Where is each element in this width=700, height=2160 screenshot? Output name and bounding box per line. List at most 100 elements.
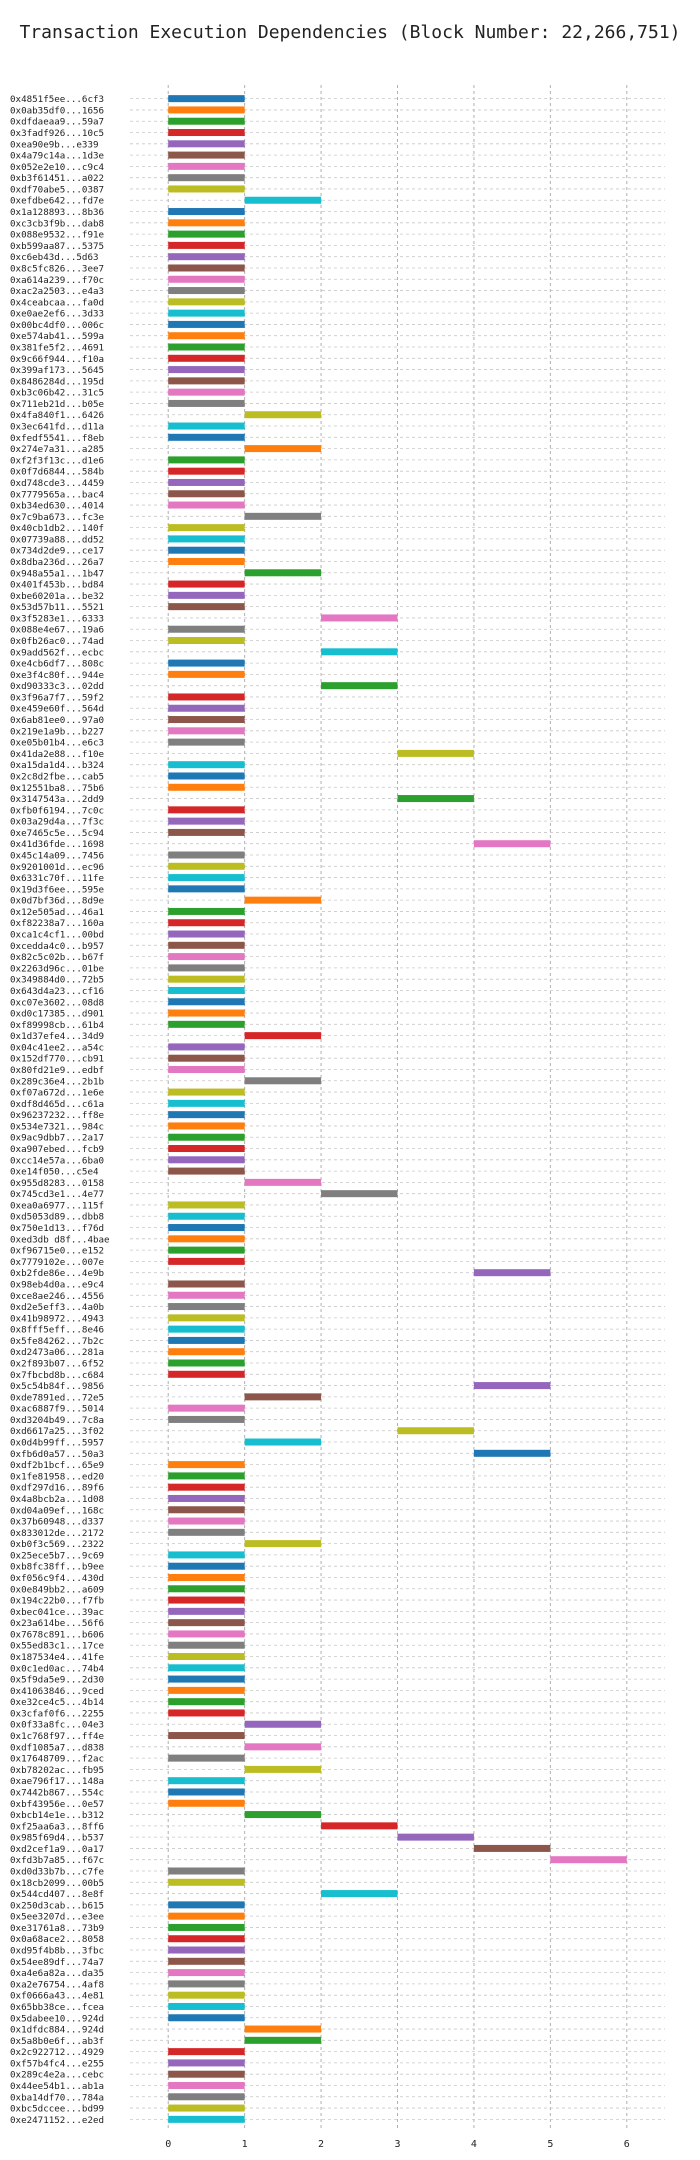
tx-bar xyxy=(168,1980,245,1988)
tx-label: 0xe31761a8...73b9 xyxy=(10,1923,104,1934)
tx-label: 0x1d37efe4...34d9 xyxy=(10,1031,104,1042)
chart-title: Transaction Execution Dependencies (Bloc… xyxy=(19,22,680,43)
tx-bar xyxy=(168,1551,245,1559)
tx-bar xyxy=(168,253,245,261)
tx-bar xyxy=(168,1054,245,1062)
tx-label: 0x534e7321...984c xyxy=(10,1121,104,1132)
tx-label: 0x55ed83c1...17ce xyxy=(10,1641,104,1652)
tx-label: 0x9ac9dbb7...2a17 xyxy=(10,1133,104,1144)
tx-bar xyxy=(168,1212,245,1220)
tx-bar xyxy=(168,1754,245,1762)
tx-label: 0xb599aa87...5375 xyxy=(10,241,104,252)
tx-label: 0xdf8d465d...c61a xyxy=(10,1099,104,1110)
tx-bar xyxy=(168,1325,245,1333)
tx-bar xyxy=(168,1065,245,1073)
tx-bar xyxy=(168,117,245,125)
tx-bar xyxy=(397,749,474,757)
tx-bar xyxy=(168,986,245,994)
tx-bar xyxy=(168,241,245,249)
tx-label: 0x41d36fde...1698 xyxy=(10,839,104,850)
tx-label: 0xba14df70...784a xyxy=(10,2092,104,2103)
tx-bar xyxy=(321,1190,398,1198)
tx-bar xyxy=(168,907,245,915)
tx-bar xyxy=(168,1348,245,1356)
tx-label: 0x65bb38ce...fcea xyxy=(10,2002,104,2013)
tx-label: 0x4851f5ee...6cf3 xyxy=(10,94,104,105)
tx-bar xyxy=(168,1923,245,1931)
tx-label: 0x9add562f...ecbc xyxy=(10,647,104,658)
tx-label: 0x17648709...f2ac xyxy=(10,1754,104,1765)
tx-label: 0x9c66f944...f10a xyxy=(10,354,104,365)
tx-label: 0xf82238a7...160a xyxy=(10,918,104,929)
tx-label: 0xbe60201a...be32 xyxy=(10,591,104,602)
tx-label: 0xf25aa6a3...8ff6 xyxy=(10,1821,104,1832)
tx-bar xyxy=(168,761,245,769)
tx-label: 0x643d4a23...cf16 xyxy=(10,986,104,997)
tx-label: 0x833012de...2172 xyxy=(10,1528,104,1539)
tx-label: 0x54ee89df...74a7 xyxy=(10,1957,104,1968)
tx-bar xyxy=(168,1675,245,1683)
tx-label: 0x7c9ba673...fc3e xyxy=(10,512,104,523)
tx-label: 0x088e9532...f91e xyxy=(10,230,104,241)
tx-bar xyxy=(168,1957,245,1965)
tx-bar xyxy=(168,1935,245,1943)
tx-label: 0x2f893b07...6f52 xyxy=(10,1359,104,1370)
tx-label: 0x18cb2099...00b5 xyxy=(10,1878,104,1889)
tx-bar xyxy=(168,320,245,328)
tx-bar xyxy=(168,275,245,283)
tx-bar xyxy=(244,445,322,453)
tx-bar xyxy=(168,535,245,543)
tx-label: 0xd5053d89...dbb8 xyxy=(10,1212,104,1223)
tx-label: 0xd6617a25...3f02 xyxy=(10,1426,104,1437)
grid-layer xyxy=(130,85,665,2129)
tx-label: 0x544cd407...8e8f xyxy=(10,1889,104,1900)
tx-label: 0x04c41ee2...a54c xyxy=(10,1042,104,1053)
tx-label: 0xa15da1d4...b324 xyxy=(10,760,105,771)
tx-bar xyxy=(168,1946,245,1954)
tx-bar xyxy=(168,501,245,509)
x-tick-labels: 0 1 2 3 4 5 6 xyxy=(165,2139,630,2150)
tx-label: 0xa4e6a82a...da35 xyxy=(10,1968,104,1979)
tx-bar xyxy=(168,998,245,1006)
tx-bar xyxy=(168,1280,245,1288)
tx-label: 0x5ee3207d...e3ee xyxy=(10,1912,104,1923)
tx-label: 0x6331c70f...11fe xyxy=(10,873,104,884)
tx-bar xyxy=(168,1257,245,1265)
tx-bar xyxy=(168,2014,245,2022)
tx-label: 0xd95f4b8b...3fbc xyxy=(10,1946,104,1957)
tx-bar xyxy=(473,1449,551,1457)
tx-bar xyxy=(168,806,245,814)
tx-label: 0x7678c891...b606 xyxy=(10,1629,104,1640)
tx-label: 0xf056c9f4...430d xyxy=(10,1573,104,1584)
tx-bar xyxy=(168,388,245,396)
tx-label: 0xe14f050...c5e4 xyxy=(10,1167,99,1178)
tx-bar xyxy=(168,162,245,170)
tx-label: 0x96237232...ff8e xyxy=(10,1110,104,1121)
tx-bar xyxy=(244,196,322,204)
tx-bar xyxy=(168,1461,245,1469)
tx-bar xyxy=(244,1720,322,1728)
tx-label: 0xd2e5eff3...4a0b xyxy=(10,1302,104,1313)
tx-label: 0x8c5fc826...3ee7 xyxy=(10,263,104,274)
tx-bar xyxy=(321,1890,398,1898)
tx-label: 0x187534e4...41fe xyxy=(10,1652,104,1663)
tx-bar xyxy=(168,1596,245,1604)
tx-bar xyxy=(168,1099,245,1107)
tx-label: 0xd2473a06...281a xyxy=(10,1347,104,1358)
tx-label: 0x052e2e10...c9c4 xyxy=(10,162,105,173)
tx-label: 0x80fd21e9...edbf xyxy=(10,1065,104,1076)
tx-bar xyxy=(168,1359,245,1367)
tx-bar xyxy=(168,354,245,362)
tx-label: 0x8dba236d...26a7 xyxy=(10,557,104,568)
tx-label: 0x289c4e2a...cebc xyxy=(10,2070,104,2081)
tx-label: 0x82c5c02b...b67f xyxy=(10,952,104,963)
tx-bar xyxy=(168,399,245,407)
tx-bar xyxy=(168,1483,245,1491)
tx-bar xyxy=(168,1641,245,1649)
tx-label: 0xe0ae2ef6...3d33 xyxy=(10,309,104,320)
tx-bar xyxy=(168,174,245,182)
tx-bar xyxy=(550,1856,627,1864)
tx-label: 0xd90333c3...02dd xyxy=(10,681,104,692)
tx-label: 0xbf43956e...0e57 xyxy=(10,1799,104,1810)
